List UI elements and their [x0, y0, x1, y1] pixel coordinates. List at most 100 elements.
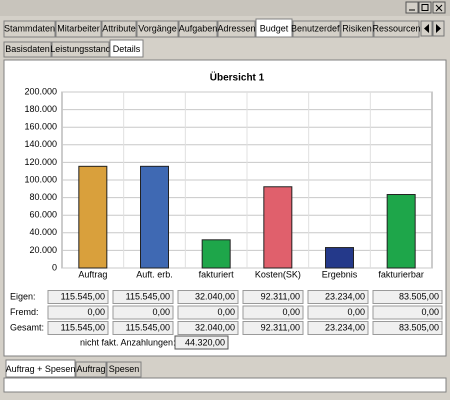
cell-value: 23.234,00: [325, 291, 365, 301]
tab-label: Aufgaben: [179, 23, 218, 33]
tab[interactable]: [340, 20, 374, 38]
cell-value: 92.311,00: [261, 322, 300, 332]
row-label: Eigen:: [10, 291, 36, 301]
bar: [140, 165, 169, 269]
value-cell: [174, 335, 229, 350]
bar: [325, 247, 354, 269]
title-bar: [0, 0, 450, 16]
x-tick-label: Auft. erb.: [136, 269, 173, 279]
cell-value: 0,00: [217, 307, 235, 317]
tab-label: Leistungsstand: [50, 44, 111, 54]
tab-label: Ressourcen: [372, 23, 420, 33]
y-tick-label: 40.000: [29, 227, 57, 237]
y-tick-label: 120.000: [24, 157, 57, 167]
value-cell: [47, 305, 109, 320]
icon: [424, 24, 429, 33]
minimize-button[interactable]: [405, 1, 419, 14]
bar: [386, 194, 416, 269]
value-cell: [47, 321, 109, 335]
footer-label: nicht fakt. Anzahlungen:: [80, 337, 176, 347]
value-cell: [307, 290, 369, 304]
value-cell: [112, 321, 174, 335]
tab-label: Adressen: [217, 23, 255, 33]
cell-value: 115.545,00: [126, 291, 170, 301]
footer-value: 44.320,00: [185, 337, 225, 347]
cell-value: 0,00: [87, 307, 105, 317]
scroll-area: [3, 377, 447, 393]
cell-value: 0,00: [421, 307, 439, 317]
icon: [436, 24, 441, 33]
tab-label: Risiken: [342, 23, 372, 33]
value-cell: [372, 321, 443, 335]
tab-label: Stammdaten: [4, 23, 55, 33]
tab-label: Basisdaten: [5, 44, 50, 54]
cell-value: 23.234,00: [325, 322, 365, 332]
y-tick-label: 20.000: [29, 245, 57, 255]
tab[interactable]: [292, 20, 341, 38]
tab-label: Budget: [260, 23, 289, 33]
tab[interactable]: [3, 20, 56, 38]
cell-value: 115.545,00: [61, 291, 105, 301]
value-cell: [47, 290, 109, 304]
value-cell: [307, 321, 369, 335]
y-tick-label: 140.000: [24, 139, 57, 149]
tab[interactable]: [75, 361, 107, 378]
tab-label: Mitarbeiter: [57, 23, 100, 33]
row-label: Gesamt:: [10, 322, 44, 332]
bar: [201, 239, 231, 269]
value-cell: [372, 305, 443, 320]
row-label: Fremd:: [10, 307, 39, 317]
tab[interactable]: [373, 20, 420, 38]
tab[interactable]: [55, 20, 102, 38]
value-cell: [372, 290, 443, 304]
chart-title: Übersicht 1: [210, 71, 265, 84]
cell-value: 32.040,00: [195, 322, 235, 332]
x-tick-label: Kosten(SK): [255, 269, 301, 279]
x-tick-label: Ergebnis: [322, 269, 358, 279]
tab[interactable]: [101, 20, 137, 38]
y-tick-label: 0: [52, 262, 57, 272]
icon: [421, 4, 429, 11]
value-cell: [177, 290, 239, 304]
tab[interactable]: [106, 361, 142, 378]
tab[interactable]: [255, 18, 293, 38]
x-tick-label: fakturiert: [199, 269, 235, 279]
cell-value: 115.545,00: [126, 322, 170, 332]
x-tick-label: fakturierbar: [378, 269, 424, 279]
tab[interactable]: [109, 39, 144, 58]
bar: [263, 186, 293, 269]
y-tick-label: 100.000: [24, 174, 57, 184]
maximize-button[interactable]: [418, 1, 432, 14]
cell-value: 83.505,00: [399, 291, 439, 301]
value-cell: [242, 321, 304, 335]
y-tick-label: 80.000: [29, 192, 57, 202]
value-cell: [177, 321, 239, 335]
icon: [435, 4, 443, 12]
tab-label: Auftrag: [76, 364, 105, 374]
tab-label: Details: [113, 44, 141, 54]
tab-label: Benutzerdef.: [291, 23, 342, 33]
cell-value: 92.311,00: [261, 291, 300, 301]
tab[interactable]: [178, 20, 218, 38]
tab[interactable]: [136, 20, 179, 38]
value-cell: [112, 305, 174, 320]
tab-label: Spesen: [109, 364, 140, 374]
window-buttons: [405, 1, 446, 14]
cell-value: 32.040,00: [195, 291, 235, 301]
cell-value: 0,00: [347, 307, 365, 317]
tab[interactable]: [51, 41, 110, 58]
value-cell: [242, 305, 304, 320]
value-cell: [242, 290, 304, 304]
tab[interactable]: [3, 41, 52, 58]
y-tick-label: 200.000: [24, 86, 57, 96]
y-tick-label: 160.000: [24, 122, 57, 132]
tab[interactable]: [217, 20, 256, 38]
tab[interactable]: [5, 359, 76, 378]
cell-value: 0,00: [152, 307, 170, 317]
tab-label: Auftrag + Spesen: [6, 364, 76, 374]
y-tick-label: 180.000: [24, 104, 57, 114]
cell-value: 0,00: [282, 307, 300, 317]
x-tick-label: Auftrag: [78, 269, 107, 279]
tab-label: Attribute: [102, 23, 136, 33]
